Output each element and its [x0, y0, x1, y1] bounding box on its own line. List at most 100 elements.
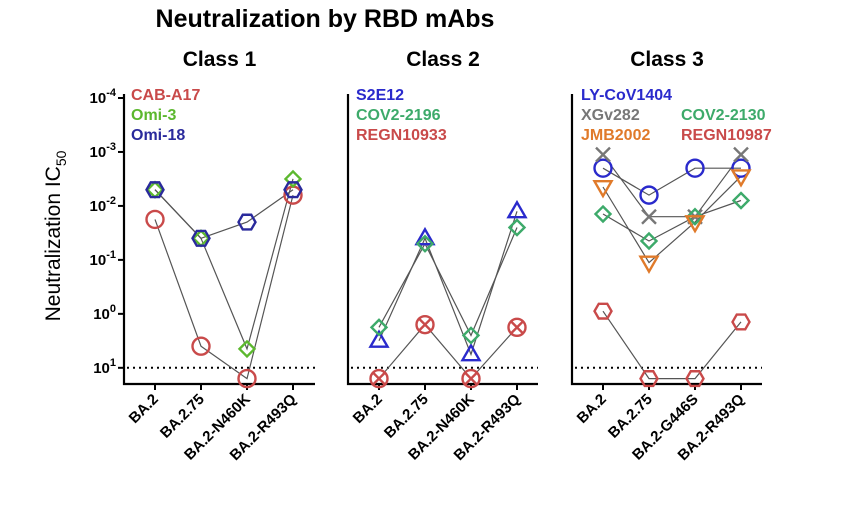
- y-tick-label: 10-2: [90, 195, 116, 215]
- chart-title: Neutralization by RBD mAbs: [156, 5, 495, 33]
- data-point-triangle-down: [592, 179, 614, 199]
- series-line: [378, 211, 518, 357]
- data-point-circle: [191, 336, 211, 356]
- data-point-diamond: [593, 204, 613, 224]
- legend-entry: JMB2002: [581, 127, 650, 144]
- marker-cross: [510, 320, 524, 334]
- data-point-hexagon: [145, 181, 165, 199]
- y-tick-exponent: -4: [106, 87, 117, 99]
- series-markers: [593, 191, 751, 251]
- data-point-x: [733, 146, 749, 163]
- marker-cross: [464, 372, 478, 385]
- data-point-circle: [145, 209, 165, 230]
- series-markers: [368, 199, 528, 362]
- data-point-diamond: [461, 326, 481, 345]
- y-tick-label: 10-4: [90, 87, 117, 107]
- y-axis-label: Neutralization IC50: [42, 150, 69, 321]
- series-line: [378, 323, 518, 380]
- legend-entry: REGN10987: [681, 127, 772, 144]
- marker-ring: [507, 317, 527, 338]
- data-point-circle: [639, 185, 659, 205]
- y-tick-exponent: 1: [110, 357, 116, 369]
- data-point-hexagon: [283, 181, 303, 199]
- series-markers: [145, 185, 303, 389]
- data-point-triangle-up: [414, 226, 436, 246]
- data-point-hexagon: [731, 313, 751, 331]
- series-markers: [369, 218, 527, 345]
- legend-entry: REGN10933: [356, 127, 447, 144]
- data-point-circle-x: [369, 368, 389, 389]
- y-tick-label: 100: [93, 303, 116, 323]
- data-point-hexagon: [191, 229, 211, 247]
- panel-title: Class 2: [406, 48, 480, 71]
- series-line: [602, 310, 742, 380]
- y-axis-label-main: Neutralization IC: [42, 166, 65, 321]
- panel: Class 1BA.2BA.2.75BA.2-N460KBA.2-R493QCA…: [122, 48, 315, 464]
- data-point-circle-x: [461, 368, 481, 389]
- y-tick-exponent: 0: [110, 303, 116, 315]
- y-axis-label-sub: 50: [53, 150, 69, 166]
- y-tick-base: 10: [90, 252, 107, 269]
- series-line: [602, 154, 742, 218]
- series-line: [378, 227, 518, 337]
- data-point-circle: [593, 158, 613, 178]
- data-point-circle: [237, 368, 257, 389]
- data-point-diamond: [369, 318, 389, 337]
- marker-cross: [372, 372, 386, 385]
- x-tick-label: BA.2: [126, 391, 162, 427]
- legend-entry: COV2-2130: [681, 107, 766, 124]
- legend-entry: Omi-3: [131, 107, 176, 124]
- data-point-triangle-down: [730, 169, 752, 188]
- legend-entry: Omi-18: [131, 127, 185, 144]
- panel: Class 2BA.2BA.2.75BA.2-N460KBA.2-R493QS2…: [346, 48, 538, 464]
- data-point-triangle-down: [638, 255, 660, 274]
- marker-cross: [418, 318, 432, 331]
- panel: Class 3BA.2BA.2.75BA.2-G446SBA.2-R493QLY…: [570, 48, 772, 464]
- legend-entry: CAB-A17: [131, 87, 200, 104]
- panel-title: Class 3: [630, 48, 704, 71]
- y-tick-label: 10-1: [90, 249, 116, 269]
- y-tick-exponent: -1: [106, 249, 116, 261]
- data-point-diamond: [283, 169, 303, 189]
- data-point-diamond: [639, 231, 659, 251]
- data-point-circle-x: [507, 317, 527, 338]
- x-tick-label: BA.2: [350, 391, 386, 427]
- panel-axes: [346, 94, 538, 386]
- marker-ring: [415, 314, 435, 335]
- y-tick-base: 10: [93, 306, 110, 323]
- legend-entry: COV2-2196: [356, 107, 441, 124]
- panel-axes: [122, 94, 315, 386]
- data-point-diamond: [237, 339, 257, 359]
- marker-ring: [461, 368, 481, 389]
- data-point-triangle-up: [368, 329, 390, 348]
- y-tick-exponent: -2: [106, 195, 116, 207]
- data-point-x: [641, 208, 657, 225]
- data-point-hexagon: [593, 302, 613, 320]
- panel-title: Class 1: [183, 48, 257, 71]
- series-markers: [369, 314, 527, 389]
- legend-entry: LY-CoV1404: [581, 87, 672, 104]
- data-point-diamond: [731, 191, 751, 210]
- y-tick-base: 10: [90, 144, 107, 161]
- data-point-hexagon: [685, 370, 705, 388]
- y-tick-label: 10-3: [90, 141, 116, 161]
- series-line: [602, 175, 742, 264]
- y-tick-label: 101: [93, 357, 116, 377]
- series-markers: [593, 302, 751, 388]
- data-point-hexagon: [639, 370, 659, 388]
- data-point-circle-x: [415, 314, 435, 335]
- x-tick-label: BA.2: [574, 391, 610, 427]
- data-point-diamond: [685, 207, 705, 226]
- data-point-triangle-up: [460, 342, 482, 362]
- data-point-circle: [731, 158, 751, 178]
- data-point-circle: [685, 158, 705, 178]
- y-tick-base: 10: [90, 90, 107, 107]
- panels: Class 1BA.2BA.2.75BA.2-N460KBA.2-R493QCA…: [122, 48, 772, 464]
- data-point-diamond: [507, 218, 527, 237]
- data-point-x: [595, 146, 611, 163]
- series-markers: [593, 158, 751, 205]
- data-point-triangle-down: [684, 215, 706, 234]
- panel-axes: [570, 94, 762, 386]
